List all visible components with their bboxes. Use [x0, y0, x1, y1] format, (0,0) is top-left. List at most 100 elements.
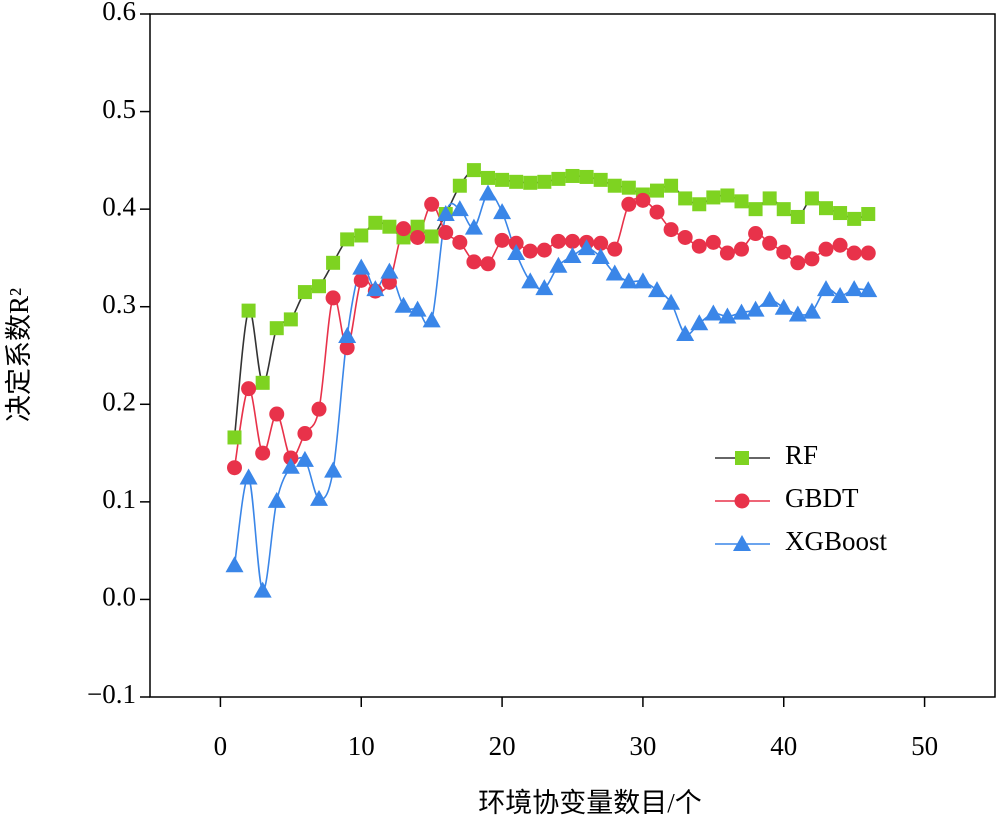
data-point [452, 178, 467, 193]
data-point [861, 207, 876, 222]
data-point [239, 468, 258, 485]
data-point [352, 258, 371, 275]
data-point [436, 205, 455, 222]
data-point [662, 293, 681, 310]
data-point [241, 303, 256, 318]
data-point [732, 303, 751, 320]
data-point [269, 406, 285, 422]
data-point [366, 280, 385, 297]
data-point [480, 256, 496, 272]
data-point [565, 168, 580, 183]
data-point [802, 302, 821, 319]
data-point [269, 321, 284, 336]
data-point [593, 235, 609, 251]
data-point [678, 191, 693, 206]
plot-frame [149, 13, 996, 698]
data-point [297, 285, 312, 300]
data-point [295, 450, 314, 467]
data-point [410, 229, 426, 245]
data-point [663, 222, 679, 238]
data-point [408, 300, 427, 317]
data-point [649, 204, 665, 220]
data-point [650, 183, 664, 198]
y-tick-label: 0.1 [102, 484, 136, 514]
data-point [338, 326, 357, 343]
legend-marker [735, 451, 749, 465]
data-point [690, 314, 709, 331]
data-point [577, 239, 596, 256]
data-point [635, 192, 651, 208]
data-point [535, 279, 554, 296]
data-point [464, 218, 483, 235]
legend-marker [734, 493, 750, 509]
data-point [438, 225, 454, 241]
y-tick-label: 0.0 [102, 582, 136, 612]
data-point [804, 251, 820, 267]
y-tick-label: 0.5 [102, 94, 136, 124]
data-point [227, 430, 242, 445]
data-point [774, 298, 793, 315]
data-point [605, 264, 624, 281]
data-point [831, 286, 850, 303]
data-point [253, 581, 272, 598]
data-point [353, 272, 369, 288]
data-point [621, 180, 636, 195]
data-point [368, 215, 383, 230]
data-point [466, 163, 481, 178]
y-axis-label: 决定系数R² [4, 288, 34, 422]
data-point [734, 194, 749, 209]
data-point [324, 461, 343, 478]
legend-label: XGBoost [785, 526, 888, 556]
data-point [676, 325, 695, 342]
data-point [551, 171, 566, 186]
data-point [818, 241, 834, 257]
data-point [677, 229, 693, 245]
series-line [233, 192, 869, 592]
data-point [720, 188, 735, 203]
data-point [255, 375, 270, 390]
data-point [227, 460, 242, 476]
data-point [563, 246, 582, 263]
data-point [339, 340, 355, 356]
data-point [832, 237, 848, 253]
data-point [452, 234, 468, 250]
data-point [762, 235, 778, 251]
data-point [466, 254, 482, 270]
y-tick-label: −0.1 [87, 679, 136, 709]
data-point [310, 489, 328, 506]
data-point [325, 290, 341, 306]
data-point [748, 202, 763, 217]
data-point [691, 238, 707, 254]
data-point [424, 229, 439, 244]
legend-label: RF [785, 440, 818, 470]
data-point [536, 242, 552, 258]
data-point [817, 280, 835, 297]
data-point [846, 245, 862, 261]
data-point [859, 281, 878, 298]
y-tick-label: 0.6 [102, 0, 136, 26]
data-point [493, 203, 512, 220]
data-point [241, 381, 257, 397]
x-tick-label: 40 [770, 731, 797, 761]
data-point [664, 178, 679, 193]
data-point [704, 304, 723, 321]
data-point [790, 209, 805, 224]
data-point [790, 255, 806, 271]
data-point [706, 190, 721, 205]
data-point [297, 426, 313, 442]
data-point [819, 201, 833, 216]
data-point [619, 272, 638, 289]
x-tick-label: 30 [629, 731, 656, 761]
data-point [748, 226, 764, 242]
data-point [565, 233, 580, 249]
data-point [311, 401, 327, 417]
data-point [705, 234, 721, 250]
data-point [579, 169, 594, 184]
data-point [479, 184, 497, 201]
data-point [523, 175, 538, 190]
data-point [283, 312, 298, 327]
data-point [255, 445, 271, 461]
x-tick-label: 50 [911, 731, 938, 761]
